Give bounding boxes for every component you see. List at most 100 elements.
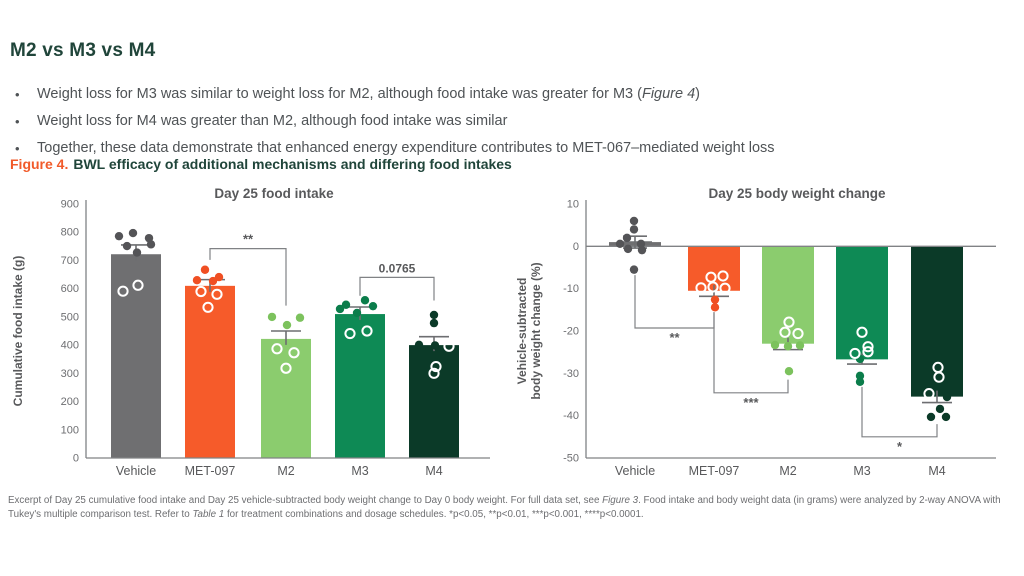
data-point-filled: [352, 308, 362, 318]
data-point-open: [933, 371, 945, 383]
sig-bracket: [713, 313, 789, 394]
data-point-filled: [622, 233, 632, 243]
bar-M3: [836, 246, 888, 360]
x-tick-label: MET-097: [185, 464, 236, 478]
data-point-filled: [636, 239, 646, 248]
text-segment: Table 1: [192, 508, 225, 520]
sig-bracket: [359, 276, 435, 301]
data-point-filled: [770, 340, 780, 350]
y-tick-label: -10: [563, 283, 579, 295]
data-point-open: [117, 285, 129, 297]
x-tick-label: M4: [425, 464, 442, 478]
data-point-open: [344, 327, 356, 340]
text-segment: Weight loss for M3 was similar to weight…: [37, 86, 642, 102]
data-point-filled: [710, 295, 720, 304]
text-segment: Together, these data demonstrate that en…: [37, 140, 775, 156]
data-point-open: [195, 285, 207, 298]
data-point-filled: [637, 245, 647, 255]
data-point-filled: [629, 265, 639, 274]
data-point-open: [288, 347, 300, 359]
data-point-filled: [942, 392, 952, 402]
bar-M2: [261, 338, 311, 458]
y-tick-label: 800: [61, 227, 79, 239]
data-point-filled: [941, 412, 951, 422]
data-point-filled: [430, 341, 440, 350]
data-point-filled: [341, 300, 351, 309]
data-point-open: [783, 316, 795, 328]
text-segment: Weight loss for M4 was greater than M2, …: [37, 113, 508, 129]
data-point-open: [695, 282, 707, 294]
data-point-filled: [368, 301, 378, 311]
sig-bracket: [209, 247, 287, 306]
data-point-filled: [214, 272, 224, 282]
data-point-filled: [784, 367, 794, 376]
sig-label: *: [897, 439, 903, 454]
text-segment: for treatment combinations and dosage sc…: [224, 508, 644, 520]
data-point-filled: [200, 265, 210, 274]
y-tick-label: 0: [573, 241, 579, 253]
data-point-open: [428, 367, 440, 379]
y-tick-label: 900: [61, 199, 79, 211]
y-tick-label: -50: [563, 453, 579, 465]
data-point-filled: [629, 216, 639, 226]
data-point-filled: [146, 240, 156, 249]
bar-MET-097: [688, 246, 740, 291]
y-tick-label: 10: [567, 199, 579, 211]
y-tick-label: -30: [563, 368, 579, 380]
data-point-filled: [128, 228, 138, 238]
data-point-open: [856, 326, 868, 338]
bar-M3: [335, 314, 385, 458]
data-point-open: [717, 270, 729, 282]
y-axis-title-line1: Vehicle-subtracted: [515, 278, 529, 385]
data-point-filled: [114, 231, 124, 241]
bullet-item: Together, these data demonstrate that en…: [10, 135, 775, 162]
data-point-open: [202, 301, 214, 313]
footnote: Excerpt of Day 25 cumulative food intake…: [8, 494, 1016, 521]
y-tick-label: 400: [61, 340, 79, 352]
y-tick-label: 100: [61, 424, 79, 436]
data-point-open: [280, 362, 292, 374]
data-point-filled: [783, 342, 793, 351]
text-segment: Figure 3: [602, 495, 639, 506]
bar-Vehicle: [111, 254, 161, 458]
data-point-open: [430, 360, 442, 373]
data-point-filled: [855, 371, 865, 381]
data-point-filled: [935, 404, 945, 414]
data-point-filled: [282, 320, 292, 330]
y-axis-title: Cumulative food intake (g): [11, 256, 25, 407]
x-tick-label: Vehicle: [116, 464, 156, 478]
bullet-list: Weight loss for M3 was similar to weight…: [10, 81, 775, 162]
data-point-filled: [855, 377, 865, 386]
bullet-item: Weight loss for M4 was greater than M2, …: [10, 108, 775, 135]
data-point-filled: [192, 276, 202, 285]
sig-label: **: [669, 330, 680, 345]
chart-title: Day 25 body weight change: [708, 186, 886, 201]
data-point-filled: [360, 296, 370, 305]
text-segment: ): [695, 86, 701, 102]
y-tick-label: 700: [61, 255, 79, 267]
data-point-filled: [795, 341, 805, 350]
data-point-filled: [208, 276, 218, 286]
data-point-filled: [122, 241, 132, 251]
x-tick-label: MET-097: [689, 464, 740, 478]
figure-caption-text: BWL efficacy of additional mechanisms an…: [73, 156, 512, 172]
x-tick-label: M2: [779, 464, 796, 478]
data-point-open: [862, 346, 874, 358]
text-segment: Figure 4: [641, 86, 696, 102]
data-point-filled: [926, 412, 936, 422]
bullet-item: Weight loss for M3 was similar to weight…: [10, 81, 775, 108]
data-point-open: [719, 282, 731, 294]
x-tick-label: M4: [928, 464, 945, 478]
y-tick-label: -40: [563, 410, 579, 422]
data-point-open: [211, 288, 223, 300]
data-point-filled: [335, 304, 345, 314]
data-point-open: [443, 340, 455, 352]
data-point-open: [849, 347, 861, 360]
x-tick-label: Vehicle: [615, 464, 655, 478]
page-title: M2 vs M3 vs M4: [10, 40, 156, 61]
figure-caption-label: Figure 4.: [10, 156, 69, 172]
data-point-filled: [615, 239, 625, 248]
text-segment: . Food intake and body weight data (in g…: [8, 495, 1001, 520]
y-tick-label: 500: [61, 311, 79, 323]
